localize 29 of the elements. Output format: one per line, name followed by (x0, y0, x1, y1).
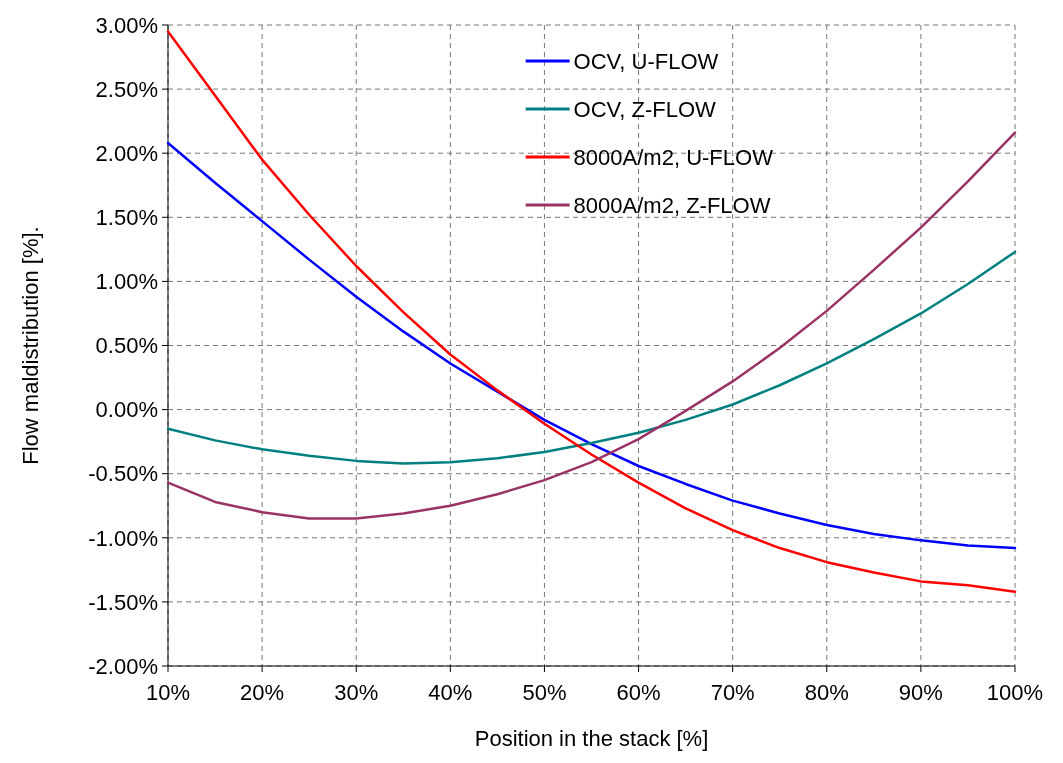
y-tick-label: 3.00% (95, 12, 158, 38)
x-tick-label: 80% (804, 680, 849, 705)
x-tick-label: 90% (898, 680, 943, 705)
y-tick-label: -0.50% (88, 461, 158, 487)
legend-label: OCV, U-FLOW (573, 48, 719, 74)
y-tick-label: 2.00% (95, 140, 158, 166)
y-tick-label: 1.00% (95, 269, 158, 295)
y-tick-label: -2.00% (88, 653, 158, 679)
y-axis-title: Flow maldistribution [%]. (18, 226, 43, 465)
y-tick-label: -1.50% (88, 589, 158, 615)
x-tick-label: 60% (616, 680, 661, 705)
y-tick-label: 0.50% (95, 333, 158, 359)
x-axis-title: Position in the stack [%] (474, 726, 709, 751)
y-tick-label: 1.50% (95, 205, 158, 230)
x-tick-label: 50% (522, 680, 567, 705)
y-tick-label: 0.00% (95, 397, 158, 423)
line-series (166, 250, 1017, 465)
x-tick-label: 70% (710, 680, 755, 705)
x-tick-label: 30% (334, 680, 379, 705)
legend-label: 8000A/m2, Z-FLOW (573, 192, 771, 218)
legend-label: OCV, Z-FLOW (573, 96, 717, 122)
x-tick-label: 100% (986, 680, 1044, 705)
legend-label: 8000A/m2, U-FLOW (573, 144, 774, 170)
x-tick-label: 20% (240, 680, 285, 705)
y-tick-label: 2.50% (95, 76, 158, 102)
line-series (166, 30, 1017, 593)
y-tick-label: -1.00% (88, 525, 158, 551)
x-tick-label: 10% (145, 680, 191, 705)
x-tick-label: 40% (428, 680, 473, 705)
